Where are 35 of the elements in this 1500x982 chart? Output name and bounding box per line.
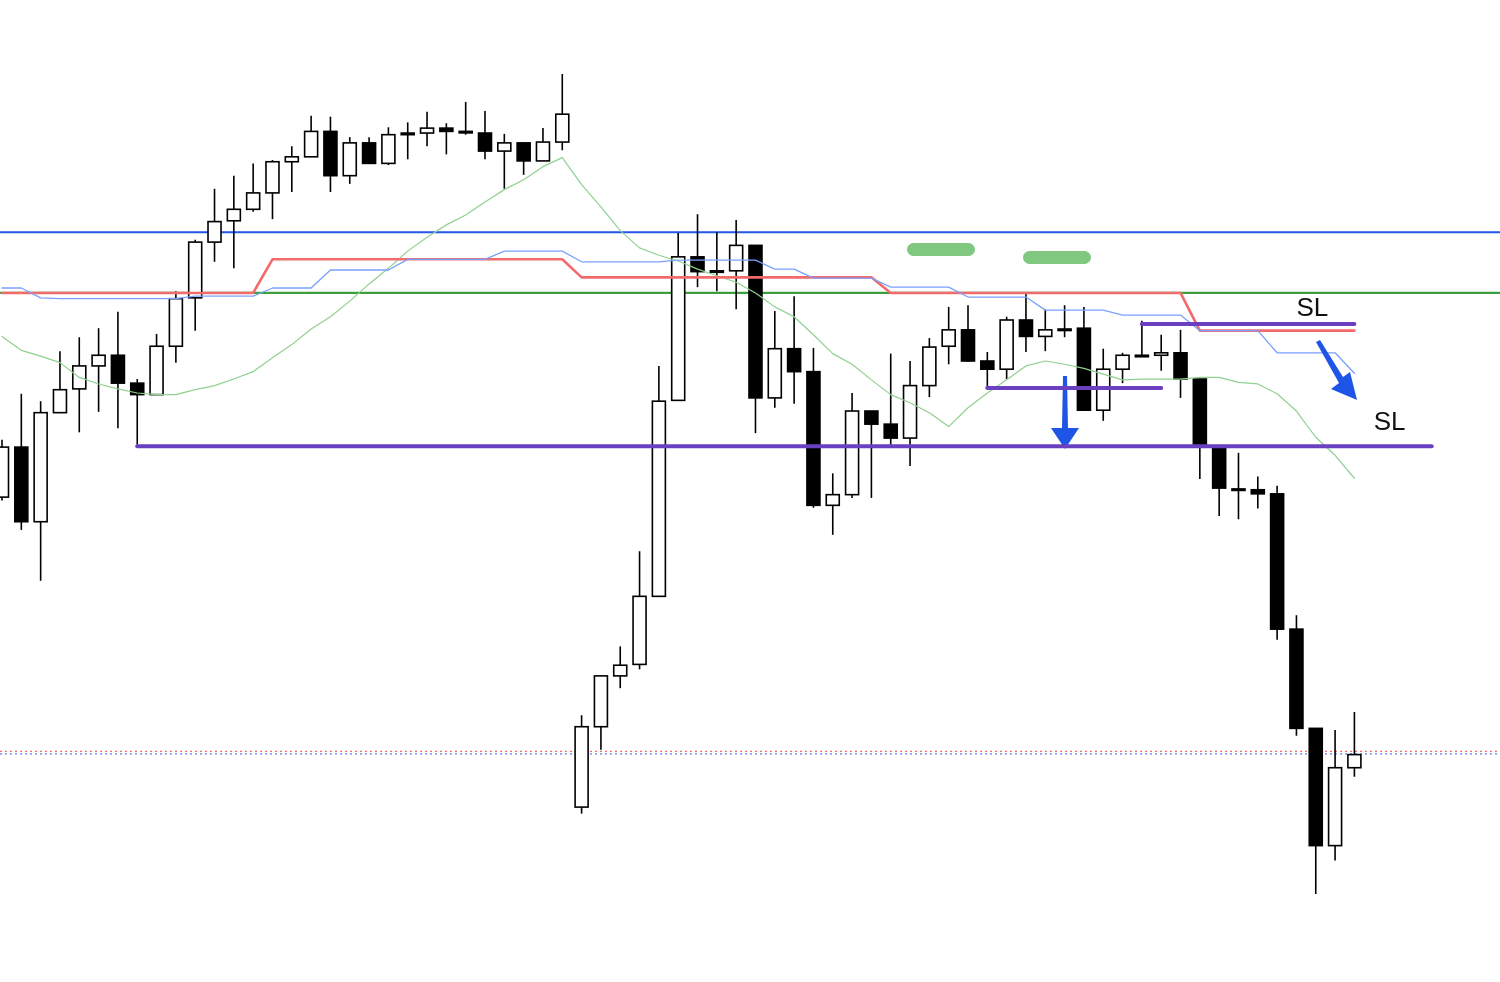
candlestick	[786, 295, 802, 405]
candlestick	[458, 101, 473, 136]
candlestick	[612, 645, 628, 689]
candlestick	[709, 231, 725, 293]
candlestick	[516, 142, 531, 176]
annotation: SL	[1373, 406, 1406, 437]
candlestick	[361, 136, 377, 165]
candlestick	[439, 122, 454, 156]
candlestick	[864, 410, 879, 499]
candlestick	[207, 188, 222, 263]
candlestick	[1231, 452, 1246, 521]
candlestick	[535, 127, 551, 162]
candlestick	[1134, 320, 1150, 358]
candlestick	[1115, 352, 1130, 384]
candlestick	[419, 110, 435, 147]
candlestick	[1347, 711, 1362, 778]
candlestick	[980, 351, 995, 389]
candlestick	[1057, 304, 1072, 339]
candlestick	[1037, 308, 1053, 352]
candlestick	[1250, 475, 1266, 510]
candlestick	[1018, 292, 1034, 353]
candlestick	[825, 472, 841, 536]
candlestick	[941, 306, 956, 366]
candlestick	[91, 327, 106, 413]
annotation: SL	[1296, 292, 1329, 323]
candlestick	[1153, 333, 1169, 372]
candlestick	[497, 133, 512, 190]
candlestick	[477, 110, 493, 161]
candlestick	[245, 162, 261, 213]
candlestick	[226, 174, 242, 270]
candlestick	[284, 145, 300, 193]
candlestick	[129, 378, 145, 446]
candlestick	[52, 350, 68, 414]
candlestick	[71, 336, 87, 434]
candlestick	[400, 121, 416, 161]
